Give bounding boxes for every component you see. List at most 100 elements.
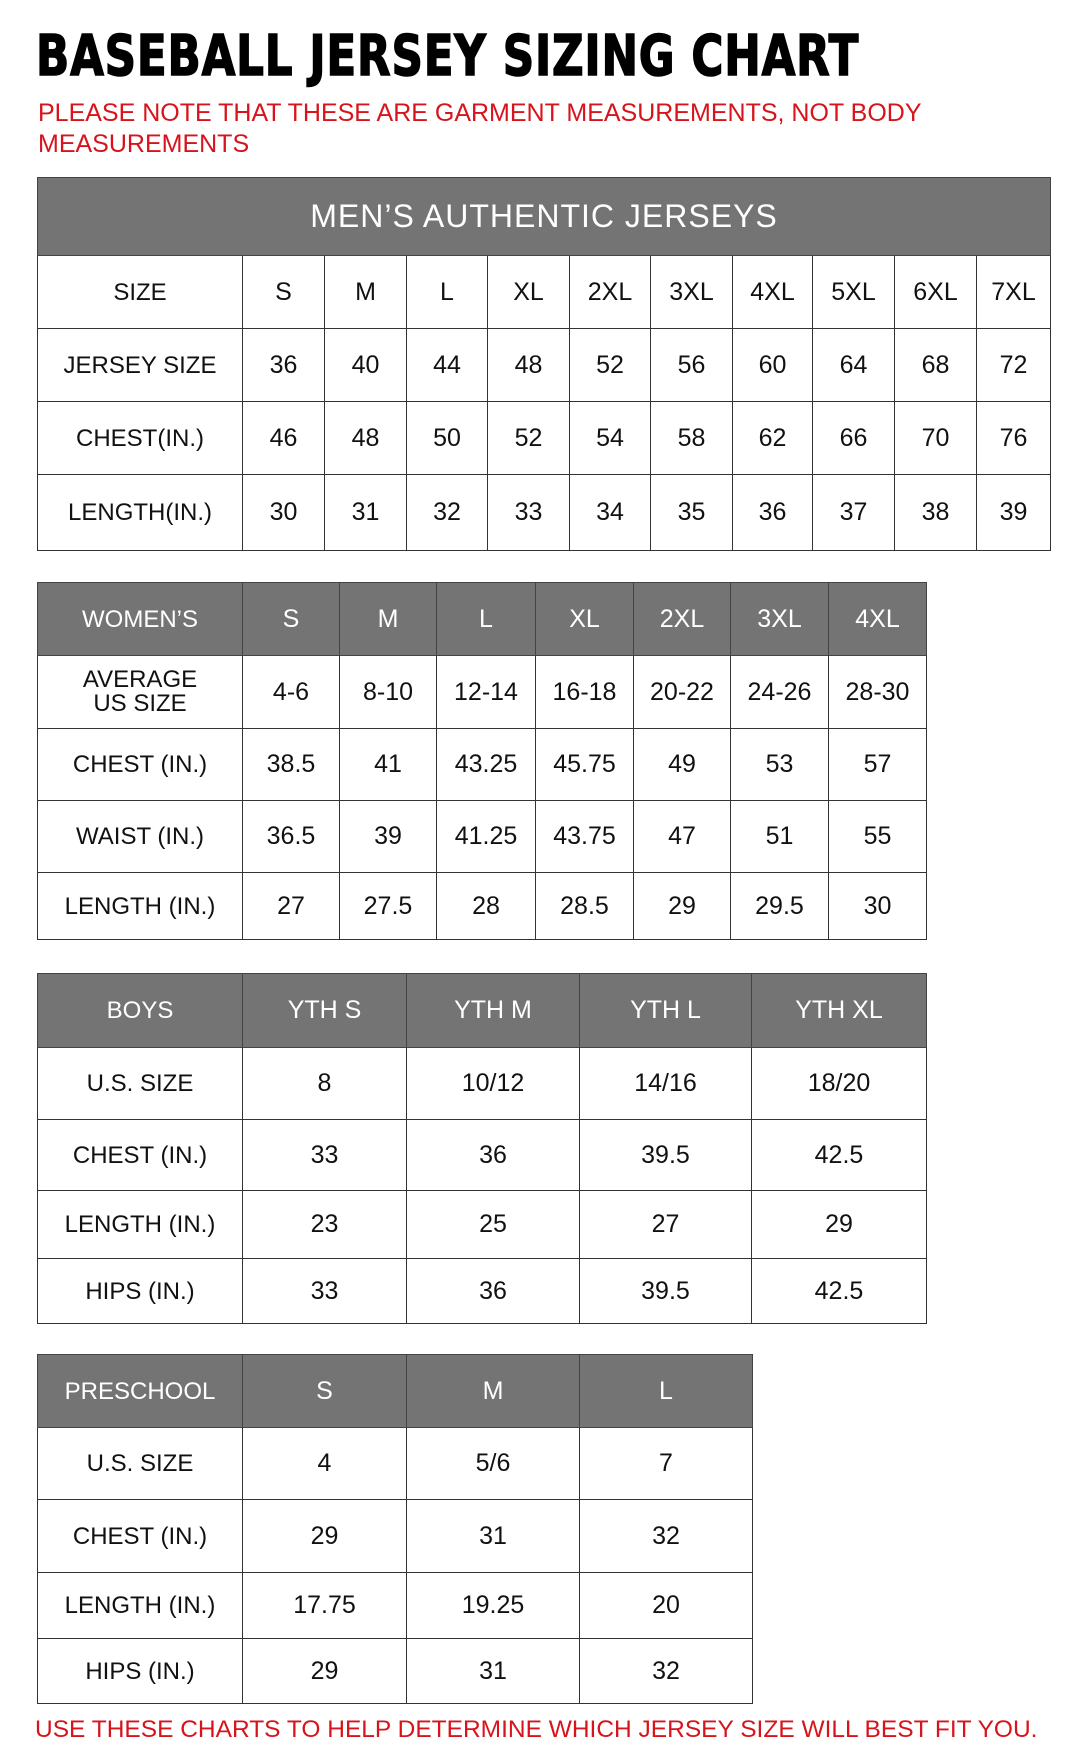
measurement-cell: 27	[579, 1190, 752, 1259]
measurement-cell: 40	[324, 328, 407, 402]
measurement-cell: 76	[976, 401, 1051, 475]
row-label: U.S. SIZE	[37, 1427, 243, 1500]
measurement-cell: 57	[828, 728, 927, 801]
size-header-cell: S	[242, 1354, 407, 1428]
measurement-cell: 5/6	[406, 1427, 580, 1500]
measurement-cell: 28.5	[535, 872, 634, 940]
row-label: AVERAGE US SIZE	[37, 655, 243, 729]
measurement-cell: 17.75	[242, 1572, 407, 1639]
measurement-cell: 48	[487, 328, 570, 402]
size-header-cell: S	[242, 582, 340, 656]
measurement-cell: 72	[976, 328, 1051, 402]
row-label: HIPS (IN.)	[37, 1258, 243, 1324]
measurement-cell: 30	[828, 872, 927, 940]
table-row: JERSEY SIZE 36 40 44 48 52 56 60 64 68 72	[37, 328, 1051, 402]
measurement-cell: 62	[732, 401, 813, 475]
measurement-cell: 14/16	[579, 1047, 752, 1120]
table-row: LENGTH(IN.) 30 31 32 33 34 35 36 37 38 39	[37, 474, 1051, 551]
measurement-cell: 43.25	[436, 728, 536, 801]
table-row: LENGTH (IN.) 27 27.5 28 28.5 29 29.5 30	[37, 872, 927, 940]
measurement-cell: 31	[324, 474, 407, 551]
boys-size-table: BOYS YTH S YTH M YTH L YTH XL U.S. SIZE 8 10/12…	[37, 973, 927, 1324]
measurement-cell: 16-18	[535, 655, 634, 729]
size-header-cell: YTH XL	[751, 973, 927, 1048]
measurement-cell: 32	[579, 1499, 753, 1573]
measurement-cell: 29	[242, 1638, 407, 1704]
table-row: LENGTH (IN.) 23 25 27 29	[37, 1190, 927, 1259]
measurement-cell: 41	[339, 728, 437, 801]
table-header-row: BOYS YTH S YTH M YTH L YTH XL	[37, 973, 927, 1048]
size-header-cell: L	[579, 1354, 753, 1428]
table-title: MEN’S AUTHENTIC JERSEYS	[37, 177, 1051, 256]
page-title: BASEBALL JERSEY SIZING CHART	[35, 23, 860, 90]
row-label: LENGTH(IN.)	[37, 474, 243, 551]
size-header-cell: 3XL	[650, 255, 733, 329]
measurement-cell: 66	[812, 401, 895, 475]
row-label-header: WOMEN’S	[37, 582, 243, 656]
row-label-header: BOYS	[37, 973, 243, 1048]
measurement-cell: 39.5	[579, 1119, 752, 1191]
table-row: U.S. SIZE 8 10/12 14/16 18/20	[37, 1047, 927, 1120]
measurement-cell: 38.5	[242, 728, 340, 801]
measurement-cell: 60	[732, 328, 813, 402]
measurement-cell: 19.25	[406, 1572, 580, 1639]
measurement-cell: 32	[579, 1638, 753, 1704]
measurement-cell: 48	[324, 401, 407, 475]
size-header-cell: 4XL	[828, 582, 927, 656]
measurement-cell: 4-6	[242, 655, 340, 729]
size-header-cell: 2XL	[633, 582, 731, 656]
measurement-cell: 33	[487, 474, 570, 551]
size-header-cell: 3XL	[730, 582, 829, 656]
measurement-cell: 33	[242, 1119, 407, 1191]
footer-note: USE THESE CHARTS TO HELP DETERMINE WHICH…	[35, 1716, 1038, 1743]
measurement-cell: 50	[406, 401, 488, 475]
measurement-cell: 37	[812, 474, 895, 551]
measurement-cell: 24-26	[730, 655, 829, 729]
measurement-cell: 42.5	[751, 1258, 927, 1324]
measurement-cell: 27	[242, 872, 340, 940]
row-label: CHEST (IN.)	[37, 1119, 243, 1191]
measurement-cell: 45.75	[535, 728, 634, 801]
measurement-cell: 52	[569, 328, 651, 402]
measurement-cell: 31	[406, 1499, 580, 1573]
measurement-cell: 29.5	[730, 872, 829, 940]
size-header-cell: L	[406, 255, 488, 329]
measurement-cell: 36	[406, 1258, 580, 1324]
mens-size-table: MEN’S AUTHENTIC JERSEYS SIZE S M L XL 2XL 3XL 4X…	[37, 177, 1051, 551]
size-header-cell: YTH S	[242, 973, 407, 1048]
measurement-cell: 49	[633, 728, 731, 801]
table-row: CHEST (IN.) 29 31 32	[37, 1499, 753, 1573]
measurement-cell: 36.5	[242, 800, 340, 873]
table-row: LENGTH (IN.) 17.75 19.25 20	[37, 1572, 753, 1639]
measurement-cell: 53	[730, 728, 829, 801]
measurement-cell: 32	[406, 474, 488, 551]
size-header-cell: L	[436, 582, 536, 656]
size-header-cell: M	[324, 255, 407, 329]
measurement-cell: 36	[732, 474, 813, 551]
size-header-cell: M	[406, 1354, 580, 1428]
measurement-cell: 36	[242, 328, 325, 402]
table-row: CHEST (IN.) 38.5 41 43.25 45.75 49 53 57	[37, 728, 927, 801]
measurement-cell: 44	[406, 328, 488, 402]
size-header-cell: S	[242, 255, 325, 329]
measurement-cell: 29	[751, 1190, 927, 1259]
size-header-cell: YTH M	[406, 973, 580, 1048]
size-header-cell: 6XL	[894, 255, 977, 329]
size-header-cell: 7XL	[976, 255, 1051, 329]
measurement-cell: 34	[569, 474, 651, 551]
row-label: JERSEY SIZE	[37, 328, 243, 402]
measurement-cell: 20	[579, 1572, 753, 1639]
measurement-cell: 29	[633, 872, 731, 940]
row-label: CHEST (IN.)	[37, 728, 243, 801]
measurement-cell: 58	[650, 401, 733, 475]
measurement-cell: 38	[894, 474, 977, 551]
size-header-cell: YTH L	[579, 973, 752, 1048]
measurement-cell: 42.5	[751, 1119, 927, 1191]
measurement-cell: 39.5	[579, 1258, 752, 1324]
row-label: U.S. SIZE	[37, 1047, 243, 1120]
measurement-cell: 12-14	[436, 655, 536, 729]
measurement-cell: 64	[812, 328, 895, 402]
measurement-cell: 4	[242, 1427, 407, 1500]
row-label: LENGTH (IN.)	[37, 1572, 243, 1639]
table-row: CHEST (IN.) 33 36 39.5 42.5	[37, 1119, 927, 1191]
